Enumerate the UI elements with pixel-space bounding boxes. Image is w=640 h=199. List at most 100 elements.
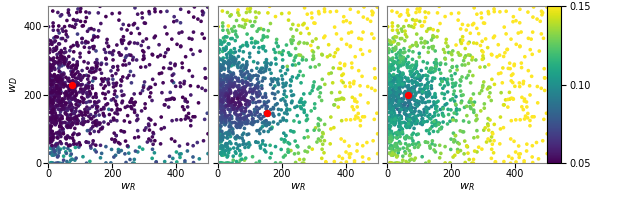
Point bbox=[108, 65, 118, 68]
Point bbox=[101, 58, 111, 61]
Point bbox=[232, 115, 243, 118]
Point bbox=[394, 87, 404, 90]
Point bbox=[261, 61, 271, 64]
Point bbox=[86, 117, 97, 121]
Point bbox=[393, 99, 403, 102]
Point bbox=[215, 104, 225, 107]
Point bbox=[103, 90, 113, 94]
Point bbox=[109, 138, 120, 141]
Point bbox=[252, 85, 262, 88]
Point bbox=[405, 70, 415, 73]
Point bbox=[216, 85, 227, 88]
Point bbox=[96, 63, 106, 66]
Point bbox=[218, 98, 228, 101]
Point bbox=[413, 114, 424, 117]
Point bbox=[117, 100, 127, 103]
Point bbox=[382, 82, 392, 85]
Point bbox=[237, 123, 247, 127]
Point bbox=[390, 162, 400, 165]
Point bbox=[52, 116, 63, 119]
Point bbox=[63, 11, 74, 14]
Point bbox=[49, 66, 60, 70]
Point bbox=[300, 100, 310, 104]
Point bbox=[383, 104, 393, 107]
Point bbox=[70, 146, 81, 149]
Point bbox=[295, 105, 305, 108]
Point bbox=[468, 136, 479, 139]
Point bbox=[203, 6, 213, 9]
Point bbox=[302, 42, 312, 45]
Point bbox=[234, 49, 244, 52]
Point bbox=[250, 87, 260, 90]
Point bbox=[215, 116, 225, 119]
Point bbox=[384, 118, 394, 121]
Point bbox=[499, 126, 509, 129]
Point bbox=[296, 54, 306, 57]
Point bbox=[58, 73, 68, 76]
Point bbox=[268, 112, 278, 115]
Point bbox=[425, 113, 435, 116]
Point bbox=[69, 142, 79, 145]
Point bbox=[423, 81, 433, 84]
Point bbox=[484, 129, 494, 132]
Point bbox=[410, 122, 420, 125]
Point bbox=[403, 114, 413, 117]
Point bbox=[44, 137, 54, 140]
Point bbox=[118, 35, 129, 38]
Point bbox=[47, 150, 57, 154]
Point bbox=[221, 91, 231, 94]
Point bbox=[116, 38, 127, 42]
Point bbox=[217, 9, 227, 13]
Point bbox=[533, 157, 543, 160]
Point bbox=[127, 97, 137, 100]
Point bbox=[382, 91, 392, 95]
Point bbox=[399, 108, 409, 111]
Point bbox=[404, 144, 414, 147]
Point bbox=[219, 66, 229, 70]
Point bbox=[54, 63, 65, 66]
Point bbox=[304, 32, 314, 35]
Point bbox=[91, 96, 101, 99]
Point bbox=[362, 141, 372, 144]
Point bbox=[90, 100, 100, 103]
Point bbox=[49, 122, 60, 126]
Point bbox=[259, 35, 269, 38]
Point bbox=[385, 89, 395, 92]
Point bbox=[409, 127, 419, 130]
Point bbox=[230, 90, 241, 93]
Point bbox=[408, 139, 418, 142]
Point bbox=[48, 29, 58, 32]
Point bbox=[54, 102, 65, 105]
Point bbox=[386, 91, 396, 94]
Point bbox=[385, 111, 396, 114]
Point bbox=[184, 11, 194, 14]
Point bbox=[417, 92, 428, 95]
Point bbox=[364, 157, 374, 160]
Point bbox=[383, 72, 394, 76]
Point bbox=[488, 151, 499, 154]
Point bbox=[345, 8, 355, 11]
Point bbox=[67, 98, 77, 101]
Point bbox=[221, 145, 231, 148]
Point bbox=[58, 76, 68, 79]
Point bbox=[384, 92, 394, 95]
Point bbox=[403, 14, 413, 17]
Point bbox=[388, 75, 399, 78]
Point bbox=[402, 92, 412, 95]
Point bbox=[522, 105, 532, 108]
Point bbox=[519, 159, 529, 163]
Point bbox=[145, 129, 155, 132]
Point bbox=[419, 108, 429, 111]
Point bbox=[465, 32, 476, 35]
Point bbox=[278, 118, 289, 121]
Point bbox=[53, 137, 63, 140]
Point bbox=[129, 162, 140, 165]
Point bbox=[472, 129, 482, 132]
Point bbox=[115, 11, 125, 15]
Point bbox=[237, 121, 247, 124]
Point bbox=[75, 110, 85, 113]
Point bbox=[258, 139, 268, 142]
Point bbox=[355, 124, 365, 127]
Point bbox=[442, 78, 452, 82]
Point bbox=[232, 109, 242, 112]
